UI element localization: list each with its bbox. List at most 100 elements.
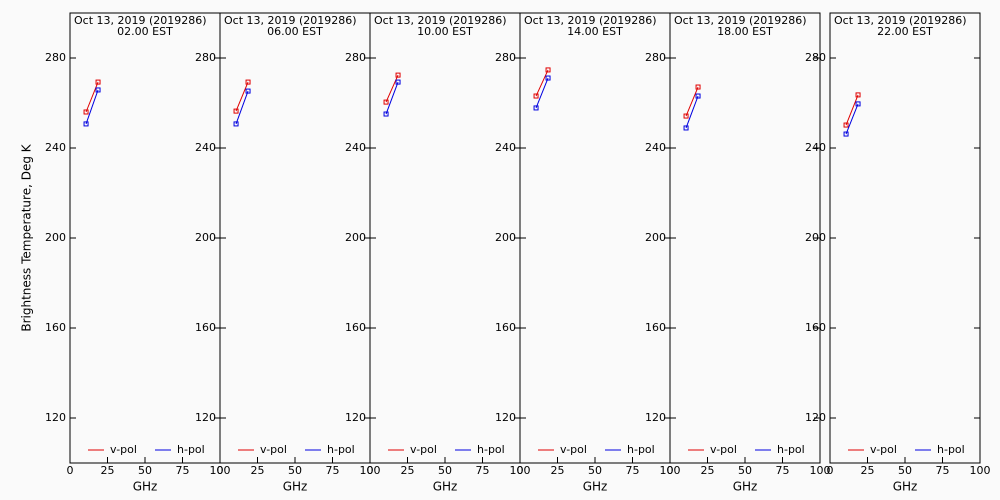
legend-label: h-pol	[477, 443, 505, 456]
series-line	[535, 69, 549, 97]
panel-subtitle: 14.00 EST	[567, 25, 623, 38]
x-axis-label: GHz	[133, 480, 158, 494]
panel-subtitle: 22.00 EST	[877, 25, 933, 38]
x-tick-label: 75	[326, 464, 340, 477]
y-tick-label: 280	[45, 51, 66, 64]
y-tick-label: 200	[805, 231, 826, 244]
legend-label: h-pol	[627, 443, 655, 456]
x-tick-label: 50	[438, 464, 452, 477]
x-tick-label: 75	[626, 464, 640, 477]
x-tick-label: 25	[401, 464, 415, 477]
x-tick-label: 100	[210, 464, 231, 477]
marker	[855, 101, 861, 107]
x-tick-label: 25	[551, 464, 565, 477]
y-axis-label: Brightness Temperature, Deg K	[20, 143, 34, 331]
marker	[233, 108, 239, 114]
x-tick-label: 0	[367, 464, 374, 477]
x-tick-label: 100	[660, 464, 681, 477]
marker	[683, 113, 689, 119]
legend-label: h-pol	[777, 443, 805, 456]
x-tick-label: 25	[251, 464, 265, 477]
marker	[395, 72, 401, 78]
panel-title: Oct 13, 2019 (2019286)	[74, 14, 207, 27]
y-tick-label: 200	[345, 231, 366, 244]
legend-label: h-pol	[327, 443, 355, 456]
y-tick-label: 120	[45, 411, 66, 424]
x-tick-label: 50	[588, 464, 602, 477]
panel-subtitle: 02.00 EST	[117, 25, 173, 38]
series-line	[685, 86, 699, 117]
series-line	[845, 94, 859, 126]
x-tick-label: 0	[67, 464, 74, 477]
panel-frame	[669, 12, 821, 464]
legend-label: v-pol	[710, 443, 737, 456]
x-axis-label: GHz	[433, 480, 458, 494]
x-tick-label: 75	[776, 464, 790, 477]
y-tick-label: 160	[345, 321, 366, 334]
marker	[855, 92, 861, 98]
y-tick-label: 120	[195, 411, 216, 424]
y-tick-label: 240	[645, 141, 666, 154]
legend-label: h-pol	[937, 443, 965, 456]
x-tick-label: 50	[738, 464, 752, 477]
y-tick-label: 160	[495, 321, 516, 334]
x-tick-label: 100	[510, 464, 531, 477]
y-tick-label: 280	[345, 51, 366, 64]
marker	[83, 121, 89, 127]
series-line	[235, 90, 249, 125]
marker	[383, 111, 389, 117]
series-line	[235, 81, 249, 112]
panel-title: Oct 13, 2019 (2019286)	[524, 14, 657, 27]
marker	[383, 99, 389, 105]
x-tick-label: 100	[810, 464, 831, 477]
legend-label: v-pol	[870, 443, 897, 456]
x-tick-label: 100	[970, 464, 991, 477]
marker	[233, 121, 239, 127]
series-line	[685, 95, 699, 129]
legend-label: v-pol	[110, 443, 137, 456]
marker	[545, 75, 551, 81]
x-tick-label: 50	[138, 464, 152, 477]
y-tick-label: 120	[645, 411, 666, 424]
x-tick-label: 0	[827, 464, 834, 477]
y-tick-label: 280	[805, 51, 826, 64]
panel-title: Oct 13, 2019 (2019286)	[674, 14, 807, 27]
marker	[245, 88, 251, 94]
y-tick-label: 240	[45, 141, 66, 154]
x-tick-label: 25	[861, 464, 875, 477]
series-line	[85, 89, 99, 125]
x-axis-label: GHz	[893, 480, 918, 494]
y-tick-label: 120	[495, 411, 516, 424]
series-line	[85, 81, 99, 113]
x-tick-label: 25	[701, 464, 715, 477]
y-tick-label: 200	[495, 231, 516, 244]
x-tick-label: 0	[667, 464, 674, 477]
x-tick-label: 0	[517, 464, 524, 477]
marker	[843, 131, 849, 137]
marker	[683, 125, 689, 131]
y-tick-label: 120	[805, 411, 826, 424]
series-line	[845, 103, 859, 135]
panel-subtitle: 10.00 EST	[417, 25, 473, 38]
marker	[83, 109, 89, 115]
series-line	[535, 77, 549, 109]
marker	[95, 87, 101, 93]
y-tick-label: 200	[195, 231, 216, 244]
panel-subtitle: 18.00 EST	[717, 25, 773, 38]
legend-label: v-pol	[260, 443, 287, 456]
panel-subtitle: 06.00 EST	[267, 25, 323, 38]
panel-title: Oct 13, 2019 (2019286)	[834, 14, 967, 27]
y-tick-label: 280	[195, 51, 216, 64]
marker	[395, 79, 401, 85]
series-line	[385, 81, 399, 115]
y-tick-label: 240	[195, 141, 216, 154]
marker	[695, 84, 701, 90]
y-tick-label: 240	[345, 141, 366, 154]
y-tick-label: 160	[45, 321, 66, 334]
marker	[245, 79, 251, 85]
x-tick-label: 75	[476, 464, 490, 477]
marker	[95, 79, 101, 85]
x-axis-label: GHz	[283, 480, 308, 494]
y-tick-label: 280	[495, 51, 516, 64]
